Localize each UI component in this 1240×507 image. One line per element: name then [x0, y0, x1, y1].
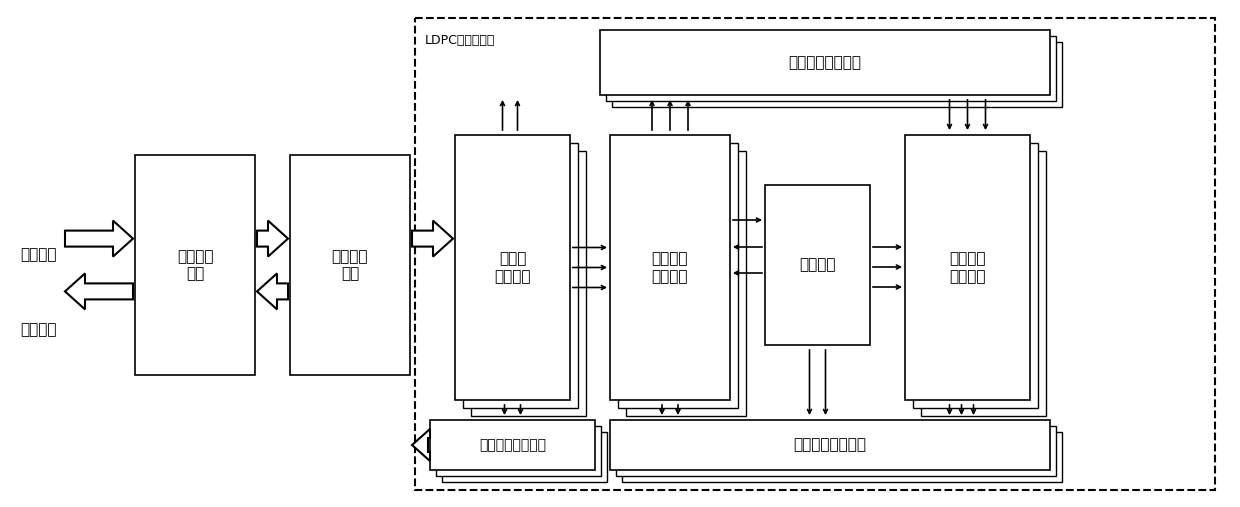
Text: 数据缓存
模块: 数据缓存 模块	[177, 249, 213, 281]
Polygon shape	[64, 273, 133, 309]
Text: 变量节点存储模块: 变量节点存储模块	[789, 55, 862, 70]
Bar	[455, 135, 570, 400]
Bar	[600, 30, 1050, 95]
Text: 软信息
存储模块: 软信息 存储模块	[495, 251, 531, 284]
Bar	[135, 155, 255, 375]
Bar	[613, 42, 1061, 107]
Bar	[415, 18, 1215, 490]
Text: 校验节点存储模块: 校验节点存储模块	[794, 438, 867, 453]
Bar	[765, 185, 870, 345]
Text: LDPC并行译码核: LDPC并行译码核	[425, 33, 495, 47]
Bar	[471, 151, 587, 416]
Polygon shape	[257, 273, 288, 309]
Polygon shape	[412, 429, 430, 461]
Bar	[430, 420, 595, 470]
Bar	[913, 143, 1038, 408]
Text: 变量节点
阵列模块: 变量节点 阵列模块	[652, 251, 688, 284]
Bar	[610, 135, 730, 400]
Bar	[610, 420, 1050, 470]
Bar	[463, 143, 578, 408]
Text: 校验节点
阵列模块: 校验节点 阵列模块	[950, 251, 986, 284]
Polygon shape	[257, 221, 288, 257]
Bar	[441, 432, 608, 482]
Text: 控制模块: 控制模块	[800, 258, 836, 272]
Bar	[905, 135, 1030, 400]
Text: 数据输出: 数据输出	[20, 322, 57, 338]
Text: 多核调度
模块: 多核调度 模块	[332, 249, 368, 281]
Text: 数据输入: 数据输入	[20, 247, 57, 263]
Polygon shape	[64, 221, 133, 257]
Bar	[921, 151, 1047, 416]
Bar	[290, 155, 410, 375]
Bar	[606, 36, 1056, 101]
Polygon shape	[412, 221, 453, 257]
Bar	[618, 143, 738, 408]
Bar	[622, 432, 1061, 482]
Bar	[436, 426, 601, 476]
Bar	[616, 426, 1056, 476]
Bar	[626, 151, 746, 416]
Text: 译码结果存储模块: 译码结果存储模块	[479, 438, 546, 452]
